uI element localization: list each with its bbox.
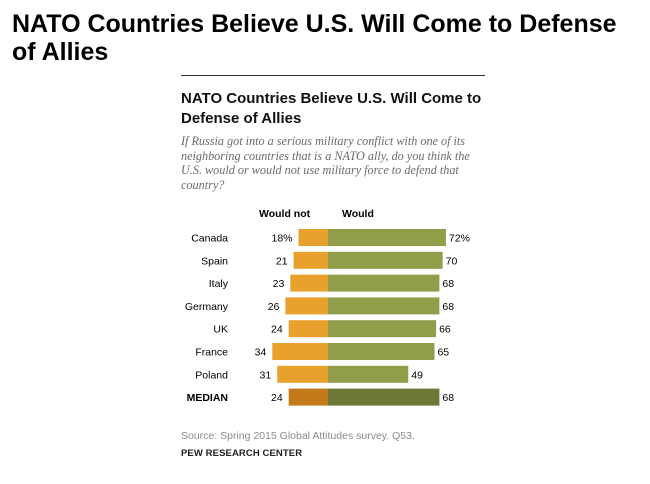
label-would-poland: 49 — [411, 369, 423, 381]
category-label-spain: Spain — [201, 255, 228, 267]
label-would-not-france: 34 — [255, 347, 267, 359]
chart-title: NATO Countries Believe U.S. Will Come to… — [181, 90, 482, 127]
label-would-uk: 66 — [439, 324, 451, 336]
bar-would-not-germany — [285, 297, 328, 315]
label-would-not-spain: 21 — [276, 255, 288, 267]
label-would-median: 68 — [442, 392, 454, 404]
label-would-spain: 70 — [446, 255, 458, 267]
label-would-not-italy: 23 — [273, 278, 285, 290]
chart-subtitle: If Russia got into a serious military co… — [181, 134, 470, 192]
bar-would-not-france — [272, 343, 328, 360]
category-label-canada: Canada — [191, 233, 228, 245]
bar-would-france — [328, 343, 435, 360]
label-would-france: 65 — [437, 347, 449, 359]
category-label-median: MEDIAN — [187, 392, 228, 404]
title-rule — [181, 75, 485, 76]
label-would-not-canada: 18% — [272, 233, 293, 245]
category-label-germany: Germany — [185, 301, 229, 313]
bar-would-not-spain — [293, 251, 328, 269]
label-would-not-germany: 26 — [268, 301, 280, 313]
page-title: NATO Countries Believe U.S. Will Come to… — [12, 10, 617, 66]
bar-would-not-uk — [288, 320, 328, 338]
bar-would-median — [328, 388, 440, 406]
bar-would-germany — [328, 297, 440, 315]
source-note: Source: Spring 2015 Global Attitudes sur… — [181, 430, 415, 442]
bar-would-italy — [328, 274, 440, 292]
bar-would-poland — [328, 365, 409, 383]
category-label-france: France — [195, 347, 228, 359]
bar-would-uk — [328, 320, 437, 338]
bar-would-canada — [328, 229, 446, 246]
label-would-canada: 72% — [449, 233, 470, 245]
category-label-italy: Italy — [209, 278, 229, 290]
label-would-not-median: 24 — [271, 392, 283, 404]
bar-would-not-italy — [290, 274, 328, 292]
bar-would-not-poland — [277, 365, 328, 383]
organization-credit: PEW RESEARCH CENTER — [181, 448, 303, 459]
legend-would-not: Would not — [259, 208, 311, 220]
category-label-uk: UK — [213, 324, 228, 336]
label-would-not-uk: 24 — [271, 324, 283, 336]
label-would-not-poland: 31 — [260, 369, 272, 381]
label-would-italy: 68 — [442, 278, 454, 290]
bar-would-not-median — [288, 388, 328, 406]
bar-would-spain — [328, 251, 443, 269]
category-label-poland: Poland — [195, 369, 228, 381]
legend-would: Would — [342, 208, 374, 220]
bar-would-not-canada — [298, 229, 328, 246]
label-would-germany: 68 — [442, 301, 454, 313]
